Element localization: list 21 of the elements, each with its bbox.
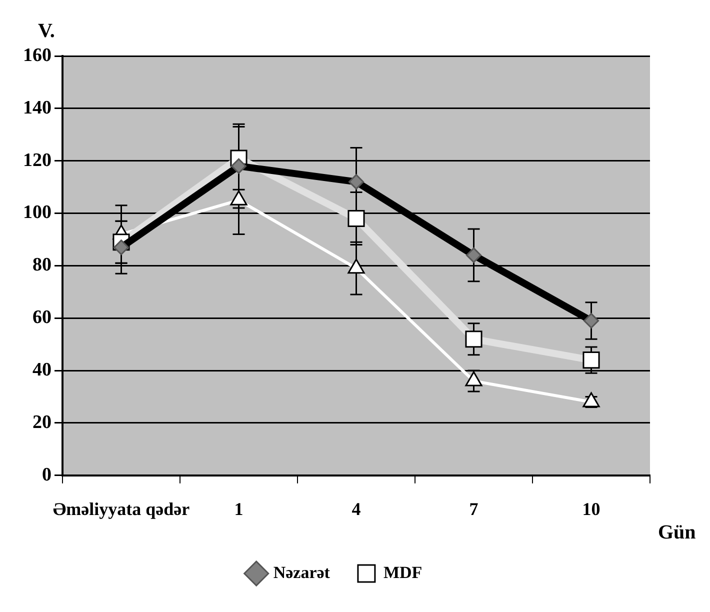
y-tick-label: 160 xyxy=(23,44,52,66)
point xyxy=(582,352,600,369)
x-tick-label: Əməliyyata qədər xyxy=(52,498,190,519)
point xyxy=(465,330,482,348)
x-tick-label: 7 xyxy=(469,498,478,519)
y-tick-label: 100 xyxy=(23,202,52,224)
y-axis-title: V. xyxy=(38,20,55,42)
point xyxy=(348,210,365,228)
y-tick-label: 40 xyxy=(32,359,52,380)
x-tick-label: 10 xyxy=(582,498,600,519)
legend-label: MDF xyxy=(383,562,422,582)
y-tick-label: 20 xyxy=(32,412,52,433)
y-tick-label: 80 xyxy=(32,254,52,276)
x-tick-label: 4 xyxy=(352,498,361,519)
y-tick-label: 120 xyxy=(23,150,52,171)
y-tick-label: 140 xyxy=(23,97,52,118)
x-axis-title: Gün xyxy=(658,522,696,544)
x-tick-label: 1 xyxy=(234,498,244,519)
legend-label: Nəzarət xyxy=(273,562,330,582)
y-tick-label: 0 xyxy=(42,464,52,486)
y-tick-label: 60 xyxy=(32,307,52,328)
